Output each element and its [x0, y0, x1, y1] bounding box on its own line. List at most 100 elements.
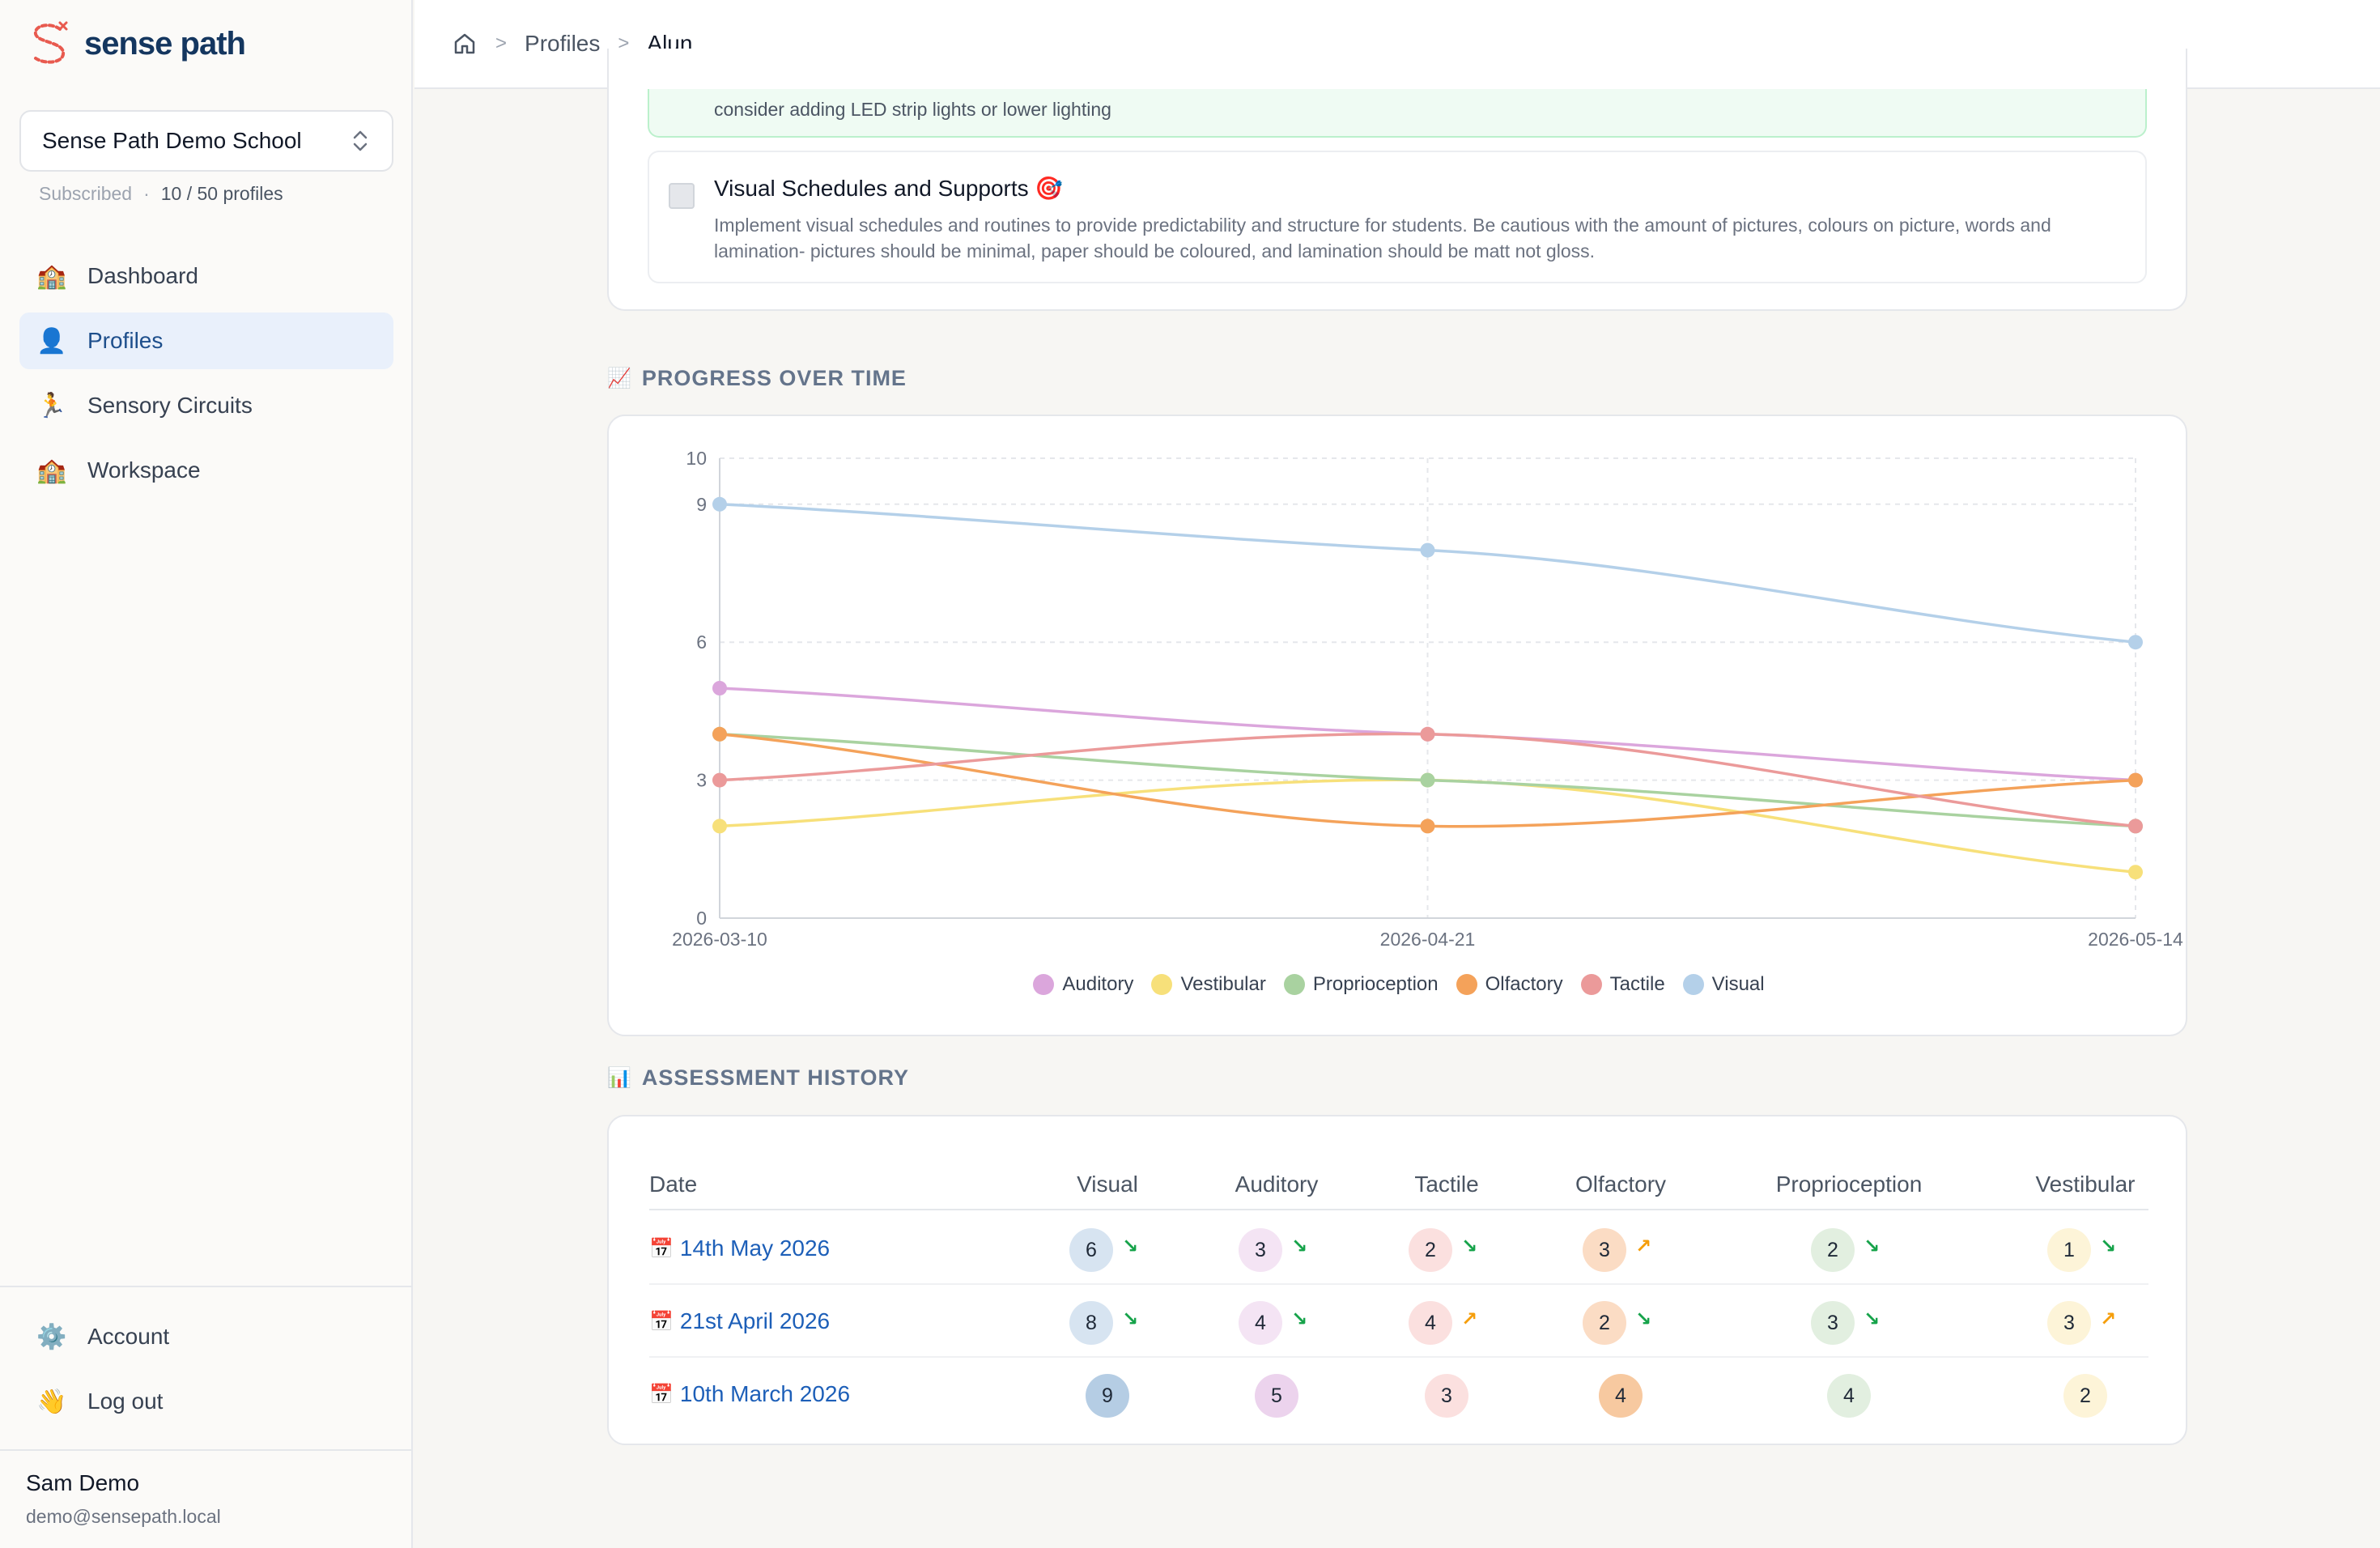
x-tick-label: 2026-04-21 [1380, 929, 1476, 950]
data-point-tactile [1420, 726, 1435, 742]
legend-item-proprioception[interactable]: Proprioception [1283, 973, 1439, 996]
school-icon: 🏫 [36, 262, 67, 290]
table-row: 📅 21st April 2026 8 ↘ 4 ↘ 4 ↗ 2 ↘ 3 ↘ 3 ↗ [649, 1285, 2148, 1358]
score-badge-proprioception: 3 [1811, 1301, 1855, 1345]
nav-label: Profiles [87, 328, 164, 353]
y-tick-label: 6 [696, 632, 707, 653]
trend-down-icon: ↘ [1635, 1308, 1652, 1330]
x-tick-label: 2026-05-14 [2088, 929, 2183, 950]
progress-section-title: 📈 PROGRESS OVER TIME [607, 366, 907, 391]
nav-item-account[interactable]: ⚙️ Account [19, 1308, 392, 1365]
data-point-tactile [712, 772, 727, 788]
nav-label: Dashboard [87, 263, 198, 288]
score-badge-auditory: 5 [1255, 1374, 1298, 1418]
main-nav: 🏫 Dashboard 👤 Profiles 🏃 Sensory Circuit… [19, 248, 393, 507]
score-badge-vestibular: 3 [2047, 1301, 2091, 1345]
nav-item-sensory-circuits[interactable]: 🏃 Sensory Circuits [19, 377, 393, 434]
breadcrumb-profiles[interactable]: Profiles [525, 31, 601, 56]
user-name: Sam Demo [26, 1470, 140, 1495]
score-badge-auditory: 3 [1239, 1228, 1282, 1272]
assessment-date-link[interactable]: 📅 14th May 2026 [649, 1212, 830, 1285]
nav-label: Workspace [87, 457, 201, 483]
legend-item-auditory[interactable]: Auditory [1033, 973, 1133, 996]
trend-down-icon: ↘ [1122, 1235, 1139, 1257]
trend-down-icon: ↘ [1461, 1235, 1478, 1257]
legend-swatch [1151, 974, 1173, 995]
assessment-date: 14th May 2026 [679, 1235, 831, 1261]
brand-logo[interactable]: sense path [28, 19, 246, 68]
wave-icon: 👋 [36, 1388, 67, 1415]
nav-item-workspace[interactable]: 🏫 Workspace [19, 442, 393, 499]
progress-line-chart: 0 3 6 9 10 2026-03-10 2026-04-21 2026-05-14 [672, 448, 2183, 950]
data-point-olfactory [1420, 819, 1435, 834]
calendar-icon: 📅 [649, 1237, 674, 1260]
gear-icon: ⚙️ [36, 1323, 67, 1350]
sense-path-logo-icon [34, 21, 68, 64]
sidebar: sense path Sense Path Demo School Subscr… [0, 0, 413, 1548]
user-email: demo@sensepath.local [26, 1506, 221, 1527]
score-badge-tactile: 2 [1409, 1228, 1452, 1272]
chart-up-icon: 📈 [607, 368, 632, 389]
assessment-date-link[interactable]: 📅 10th March 2026 [649, 1358, 850, 1431]
legend-item-tactile[interactable]: Tactile [1580, 973, 1665, 996]
recommendation-item: Visual Schedules and Supports 🎯 Implemen… [648, 151, 2147, 283]
runner-icon: 🏃 [36, 392, 67, 419]
trend-down-icon: ↘ [1122, 1308, 1139, 1330]
person-icon: 👤 [36, 327, 67, 355]
nav-item-logout[interactable]: 👋 Log out [19, 1373, 392, 1430]
score-badge-visual: 6 [1069, 1228, 1113, 1272]
brand-name: sense path [84, 25, 246, 62]
school-name: Sense Path Demo School [42, 128, 302, 153]
data-point-proprioception [1420, 772, 1435, 788]
column-header-visual: Visual [1077, 1172, 1138, 1197]
calendar-icon: 📅 [649, 1383, 674, 1406]
recommendation-text: consider adding LED strip lights or lowe… [714, 98, 1111, 120]
legend-label: Olfactory [1485, 973, 1563, 995]
y-tick-label: 3 [696, 770, 707, 791]
trend-up-icon: ↗ [1461, 1308, 1478, 1330]
x-tick-label: 2026-03-10 [672, 929, 767, 950]
column-header-proprioception: Proprioception [1775, 1172, 1923, 1197]
chart-legend: Auditory Vestibular Proprioception Olfactor… [609, 973, 2189, 996]
legend-item-visual[interactable]: Visual [1682, 973, 1765, 996]
legend-label: Proprioception [1312, 973, 1439, 995]
user-info[interactable]: Sam Demo demo@sensepath.local [0, 1449, 411, 1547]
progress-chart-card: 0 3 6 9 10 2026-03-10 2026-04-21 2026-05-14 Aud… [607, 415, 2187, 1036]
nav-label: Sensory Circuits [87, 393, 253, 418]
score-badge-tactile: 4 [1409, 1301, 1452, 1345]
y-tick-label: 10 [686, 448, 707, 469]
data-point-olfactory [712, 726, 727, 742]
nav-label: Log out [87, 1389, 164, 1414]
score-badge-visual: 8 [1069, 1301, 1113, 1345]
legend-item-olfactory[interactable]: Olfactory [1456, 973, 1563, 996]
legend-label: Visual [1711, 973, 1765, 995]
recommendation-checkbox[interactable] [669, 183, 695, 209]
data-point-visual [1420, 542, 1435, 558]
subscription-separator: · [143, 183, 150, 204]
score-badge-proprioception: 2 [1811, 1228, 1855, 1272]
data-point-vestibular [2128, 865, 2143, 880]
series-line-visual [719, 503, 2136, 644]
recommendation-item-completed: consider adding LED strip lights or lowe… [648, 89, 2147, 138]
nav-item-dashboard[interactable]: 🏫 Dashboard [19, 248, 393, 304]
bar-chart-icon: 📊 [607, 1067, 632, 1089]
nav-item-profiles[interactable]: 👤 Profiles [19, 313, 393, 369]
assessment-date-link[interactable]: 📅 21st April 2026 [649, 1285, 830, 1358]
home-icon[interactable] [452, 31, 478, 57]
subscription-status: Subscribed [39, 183, 133, 204]
data-point-vestibular [712, 819, 727, 834]
recommendation-description: Implement visual schedules and routines … [714, 215, 2051, 262]
trend-down-icon: ↘ [1291, 1235, 1308, 1257]
assessment-date: 21st April 2026 [679, 1308, 831, 1333]
column-header-auditory: Auditory [1235, 1172, 1319, 1197]
school-selector[interactable]: Sense Path Demo School [19, 110, 393, 172]
score-badge-vestibular: 2 [2063, 1374, 2107, 1418]
chevron-up-down-icon [353, 130, 368, 151]
calendar-icon: 📅 [649, 1310, 674, 1333]
legend-item-vestibular[interactable]: Vestibular [1151, 973, 1266, 996]
column-header-olfactory: Olfactory [1575, 1172, 1667, 1197]
data-point-olfactory [2128, 772, 2143, 788]
score-badge-proprioception: 4 [1827, 1374, 1871, 1418]
legend-swatch [1033, 974, 1055, 995]
score-badge-olfactory: 4 [1599, 1374, 1643, 1418]
